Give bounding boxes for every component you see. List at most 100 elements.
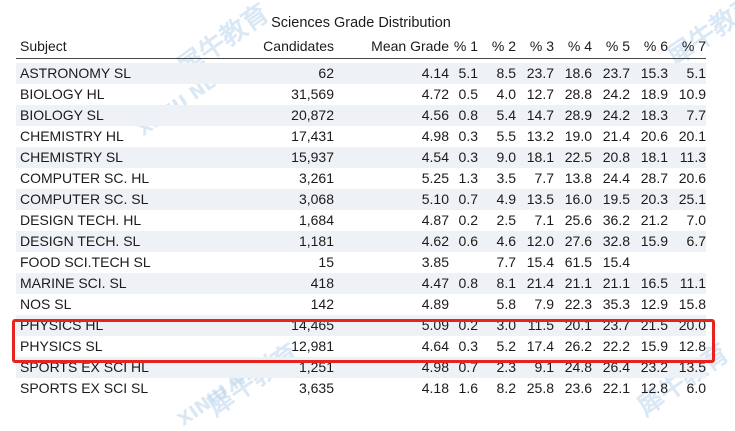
column-header-row: Subject Candidates Mean Grade % 1 % 2 % … (16, 34, 706, 59)
cell-mean: 4.14 (334, 63, 449, 84)
cell-mean: 4.98 (421, 128, 449, 144)
cell-p4: 16.0 (554, 189, 592, 210)
cell-p3: 7.7 (534, 170, 554, 186)
cell-p2: 5.2 (496, 338, 516, 354)
cell-p4: 23.6 (564, 380, 592, 396)
col-header-candidates: Candidates (238, 34, 334, 59)
cell-p6: 20.6 (640, 128, 668, 144)
cell-p1 (449, 252, 478, 273)
cell-p2: 9.0 (478, 147, 516, 168)
cell-p7: 11.3 (668, 147, 706, 168)
cell-p1: 0.6 (449, 231, 478, 252)
cell-subject: ASTRONOMY SL (16, 63, 238, 84)
cell-p2: 4.9 (478, 189, 516, 210)
cell-p3: 7.9 (534, 296, 554, 312)
cell-subject: CHEMISTRY SL (16, 147, 238, 168)
cell-p3: 13.5 (516, 189, 554, 210)
cell-p3: 23.7 (516, 63, 554, 84)
table-row: CHEMISTRY SL 15,937 4.54 0.3 9.0 18.1 22.5 20.8… (16, 147, 706, 168)
table-row: DESIGN TECH. HL 1,684 4.87 0.2 2.5 7.1 25.6 36.… (16, 210, 706, 231)
cell-p3: 12.7 (526, 86, 554, 102)
table-row: CHEMISTRY HL 17,431 4.98 0.3 5.5 13.2 19.0 21.4… (16, 126, 706, 147)
cell-p7: 20.1 (678, 128, 706, 144)
cell-p6: 18.3 (630, 105, 668, 126)
cell-subject: PHYSICS SL (20, 338, 103, 354)
table-row: ASTRONOMY SL 62 4.14 5.1 8.5 23.7 18.6 23.7 15.3… (16, 63, 706, 84)
cell-p4: 13.8 (564, 170, 592, 186)
cell-p5: 24.2 (602, 86, 630, 102)
cell-p6: 28.7 (640, 170, 668, 186)
cell-p4: 28.9 (554, 105, 592, 126)
cell-p7: 11.1 (668, 273, 706, 294)
cell-p7: 6.7 (668, 231, 706, 252)
cell-p3: 17.4 (526, 338, 554, 354)
cell-p6: 12.9 (640, 296, 668, 312)
cell-p7: 5.1 (668, 63, 706, 84)
cell-p6: 18.1 (630, 147, 668, 168)
cell-p5: 22.1 (602, 380, 630, 396)
cell-mean: 4.62 (334, 231, 449, 252)
cell-p7: 25.1 (668, 189, 706, 210)
cell-p2: 5.4 (478, 105, 516, 126)
cell-p2: 8.2 (496, 380, 516, 396)
cell-p4: 26.2 (564, 338, 592, 354)
cell-p2: 8.1 (478, 273, 516, 294)
cell-mean: 4.18 (421, 380, 449, 396)
cell-p4: 28.8 (564, 86, 592, 102)
cell-p7: 12.8 (678, 338, 706, 354)
cell-p2: 7.7 (496, 254, 516, 270)
cell-candidates: 31,569 (291, 86, 334, 102)
cell-p2: 3.5 (496, 170, 516, 186)
cell-p5: 23.7 (592, 63, 630, 84)
cell-mean: 4.64 (421, 338, 449, 354)
cell-p1 (449, 294, 478, 315)
cell-p2: 2.5 (496, 212, 516, 228)
cell-p1: 0.7 (449, 189, 478, 210)
col-header-pct-1: % 1 (449, 34, 478, 59)
cell-p5: 32.8 (592, 231, 630, 252)
cell-p3: 18.1 (516, 147, 554, 168)
table-row: PHYSICS SL 12,981 4.64 0.3 5.2 17.4 26.2 22.2 15… (16, 336, 706, 357)
cell-p4: 61.5 (564, 254, 592, 270)
cell-p2: 5.5 (496, 128, 516, 144)
cell-subject: CHEMISTRY HL (20, 128, 124, 144)
cell-mean: 4.72 (421, 86, 449, 102)
cell-candidates: 15,937 (238, 147, 334, 168)
cell-p3: 7.1 (534, 212, 554, 228)
cell-p7: 15.8 (678, 296, 706, 312)
cell-p5: 21.4 (602, 128, 630, 144)
cell-candidates: 62 (238, 63, 334, 84)
cell-p6: 20.3 (630, 189, 668, 210)
cell-mean: 5.25 (421, 170, 449, 186)
table-row: SPORTS EX SCI SL 3,635 4.18 1.6 8.2 25.8 23.6 2… (16, 378, 706, 399)
cell-candidates: 3,635 (298, 380, 334, 396)
cell-mean: 4.56 (334, 105, 449, 126)
cell-candidates: 142 (310, 296, 334, 312)
table-row: COMPUTER SC. SL 3,068 5.10 0.7 4.9 13.5 16.0 19… (16, 189, 706, 210)
cell-p4: 25.6 (564, 212, 592, 228)
table-title: Sciences Grade Distribution (271, 14, 451, 31)
cell-p1: 5.1 (449, 63, 478, 84)
cell-p5: 20.8 (592, 147, 630, 168)
cell-p3: 21.4 (516, 273, 554, 294)
table-row: FOOD SCI.TECH SL 15 3.85 7.7 15.4 61.5 15.4 (16, 252, 706, 273)
table-row: NOS SL 142 4.89 5.8 7.9 22.3 35.3 12.9 15.8 (16, 294, 706, 315)
col-header-pct-3: % 3 (516, 34, 554, 59)
cell-p4: 27.6 (554, 231, 592, 252)
cell-subject: SPORTS EX SCI SL (20, 380, 149, 396)
table-row: BIOLOGY SL 20,872 4.56 0.8 5.4 14.7 28.9 24.2 18… (16, 105, 706, 126)
cell-subject: COMPUTER SC. HL (20, 170, 150, 186)
col-header-pct-6: % 6 (630, 34, 668, 59)
cell-subject: BIOLOGY HL (20, 86, 105, 102)
cell-p7: 6.0 (686, 380, 706, 396)
cell-p5: 19.5 (592, 189, 630, 210)
cell-candidates: 12,981 (291, 338, 334, 354)
cell-p3: 25.8 (526, 380, 554, 396)
cell-p4: 22.5 (554, 147, 592, 168)
cell-p6: 21.2 (640, 212, 668, 228)
cell-p6 (630, 252, 668, 273)
cell-p5: 24.2 (592, 105, 630, 126)
cell-subject: MARINE SCI. SL (16, 273, 238, 294)
highlight-box (12, 319, 715, 363)
cell-p7: 7.7 (668, 105, 706, 126)
